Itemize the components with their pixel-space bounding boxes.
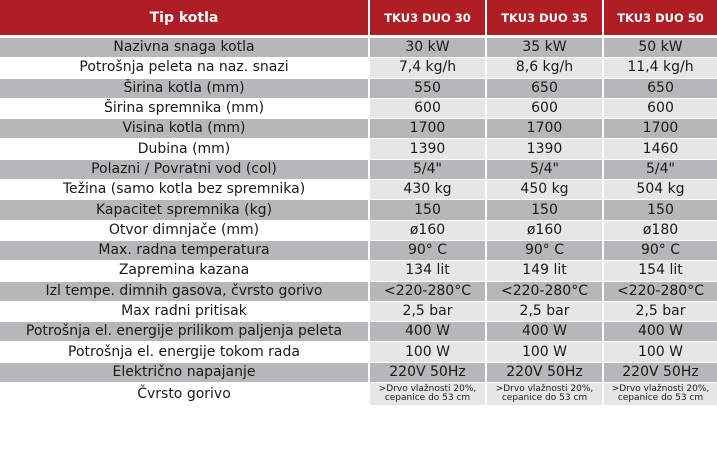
- table-row: Širina spremnika (mm) 600 600 600: [0, 98, 717, 120]
- row-value-model-50: 220V 50Hz: [604, 362, 717, 384]
- row-label: Težina (samo kotla bez spremnika): [0, 180, 370, 201]
- row-value-model-50: 2,5 bar: [604, 301, 717, 323]
- table-row: Max radni pritisak 2,5 bar 2,5 bar 2,5 b…: [0, 301, 717, 323]
- boiler-spec-table: Tip kotla TKU3 DUO 30 TKU3 DUO 35 TKU3 D…: [0, 0, 717, 407]
- row-label: Visina kotla (mm): [0, 119, 370, 140]
- table-row: Kapacitet spremnika (kg) 150 150 150: [0, 200, 717, 221]
- row-value-model-50: 1460: [604, 139, 717, 160]
- row-value-model-30: 7,4 kg/h: [370, 58, 487, 79]
- row-label: Max. radna temperatura: [0, 240, 370, 262]
- row-value-model-35: ø160: [487, 220, 604, 241]
- row-value-model-35: 100 W: [487, 342, 604, 363]
- row-value-model-35: 150: [487, 200, 604, 221]
- row-value-model-30: 400 W: [370, 322, 487, 343]
- table-row: Max. radna temperatura 90° C 90° C 90° C: [0, 240, 717, 262]
- row-label: Električno napajanje: [0, 362, 370, 384]
- row-value-model-35: 35 kW: [487, 38, 604, 59]
- row-value-model-35: 1390: [487, 139, 604, 160]
- table-row: Potrošnja el. energije prilikom paljenja…: [0, 322, 717, 343]
- row-label: Nazivna snaga kotla: [0, 38, 370, 59]
- row-value-model-50: 11,4 kg/h: [604, 58, 717, 79]
- row-value-model-30: 150: [370, 200, 487, 221]
- table-row: Električno napajanje 220V 50Hz 220V 50Hz…: [0, 362, 717, 384]
- header-model-tku3-duo-50: TKU3 DUO 50: [604, 0, 717, 38]
- row-value-model-50: 400 W: [604, 322, 717, 343]
- row-value-model-30: 30 kW: [370, 38, 487, 59]
- row-label: Potrošnja el. energije prilikom paljenja…: [0, 322, 370, 343]
- row-value-model-35: 220V 50Hz: [487, 362, 604, 384]
- row-value-model-50: 504 kg: [604, 180, 717, 201]
- table-row: Čvrsto gorivo >Drvo vlažnosti 20%, cepan…: [0, 383, 717, 407]
- row-value-model-35: 650: [487, 78, 604, 99]
- row-value-model-35: >Drvo vlažnosti 20%, cepanice do 53 cm: [487, 383, 604, 407]
- row-value-model-35: 8,6 kg/h: [487, 58, 604, 79]
- row-value-model-50: 5/4": [604, 159, 717, 181]
- row-value-model-30: 90° C: [370, 240, 487, 262]
- row-label: Izl tempe. dimnih gasova, čvrsto gorivo: [0, 281, 370, 302]
- row-value-model-50: 90° C: [604, 240, 717, 262]
- row-label: Potrošnja peleta na naz. snazi: [0, 58, 370, 79]
- row-value-model-50: 50 kW: [604, 38, 717, 59]
- row-value-model-30: ø160: [370, 220, 487, 241]
- table-body: Nazivna snaga kotla 30 kW 35 kW 50 kW Po…: [0, 38, 717, 407]
- table-row: Dubina (mm) 1390 1390 1460: [0, 139, 717, 160]
- row-label: Potrošnja el. energije tokom rada: [0, 342, 370, 363]
- row-value-model-35: 400 W: [487, 322, 604, 343]
- header-row: Tip kotla TKU3 DUO 30 TKU3 DUO 35 TKU3 D…: [0, 0, 717, 38]
- row-value-model-35: 2,5 bar: [487, 301, 604, 323]
- row-label: Dubina (mm): [0, 139, 370, 160]
- table-row: Težina (samo kotla bez spremnika) 430 kg…: [0, 180, 717, 201]
- row-value-model-35: 450 kg: [487, 180, 604, 201]
- row-value-model-35: 149 lit: [487, 261, 604, 282]
- row-label: Otvor dimnjače (mm): [0, 220, 370, 241]
- row-label: Max radni pritisak: [0, 301, 370, 323]
- row-value-model-30: <220-280°C: [370, 281, 487, 302]
- row-value-model-30: 550: [370, 78, 487, 99]
- table-row: Visina kotla (mm) 1700 1700 1700: [0, 119, 717, 140]
- table-row: Širina kotla (mm) 550 650 650: [0, 78, 717, 99]
- row-value-model-35: 5/4": [487, 159, 604, 181]
- row-value-model-30: 1390: [370, 139, 487, 160]
- row-value-model-30: 600: [370, 98, 487, 120]
- row-value-model-30: 100 W: [370, 342, 487, 363]
- row-label: Čvrsto gorivo: [0, 383, 370, 407]
- row-value-model-35: 1700: [487, 119, 604, 140]
- table-row: Otvor dimnjače (mm) ø160 ø160 ø180: [0, 220, 717, 241]
- table-row: Potrošnja peleta na naz. snazi 7,4 kg/h …: [0, 58, 717, 79]
- row-label: Zapremina kazana: [0, 261, 370, 282]
- table-row: Potrošnja el. energije tokom rada 100 W …: [0, 342, 717, 363]
- header-boiler-type: Tip kotla: [0, 0, 370, 38]
- row-value-model-30: >Drvo vlažnosti 20%, cepanice do 53 cm: [370, 383, 487, 407]
- row-label: Širina kotla (mm): [0, 78, 370, 99]
- table-row: Zapremina kazana 134 lit 149 lit 154 lit: [0, 261, 717, 282]
- row-value-model-50: 100 W: [604, 342, 717, 363]
- row-value-model-35: <220-280°C: [487, 281, 604, 302]
- row-value-model-50: ø180: [604, 220, 717, 241]
- row-label: Širina spremnika (mm): [0, 98, 370, 120]
- row-value-model-30: 2,5 bar: [370, 301, 487, 323]
- row-value-model-30: 134 lit: [370, 261, 487, 282]
- row-value-model-30: 430 kg: [370, 180, 487, 201]
- table-row: Izl tempe. dimnih gasova, čvrsto gorivo …: [0, 281, 717, 302]
- table-header: Tip kotla TKU3 DUO 30 TKU3 DUO 35 TKU3 D…: [0, 0, 717, 38]
- row-value-model-35: 90° C: [487, 240, 604, 262]
- header-model-tku3-duo-30: TKU3 DUO 30: [370, 0, 487, 38]
- row-value-model-50: >Drvo vlažnosti 20%, cepanice do 53 cm: [604, 383, 717, 407]
- row-value-model-50: 150: [604, 200, 717, 221]
- row-value-model-30: 1700: [370, 119, 487, 140]
- row-value-model-30: 5/4": [370, 159, 487, 181]
- row-value-model-50: 600: [604, 98, 717, 120]
- row-label: Kapacitet spremnika (kg): [0, 200, 370, 221]
- row-value-model-35: 600: [487, 98, 604, 120]
- row-value-model-50: <220-280°C: [604, 281, 717, 302]
- row-label: Polazni / Povratni vod (col): [0, 159, 370, 181]
- row-value-model-30: 220V 50Hz: [370, 362, 487, 384]
- table-row: Nazivna snaga kotla 30 kW 35 kW 50 kW: [0, 38, 717, 59]
- row-value-model-50: 154 lit: [604, 261, 717, 282]
- row-value-model-50: 650: [604, 78, 717, 99]
- row-value-model-50: 1700: [604, 119, 717, 140]
- table-row: Polazni / Povratni vod (col) 5/4" 5/4" 5…: [0, 159, 717, 181]
- header-model-tku3-duo-35: TKU3 DUO 35: [487, 0, 604, 38]
